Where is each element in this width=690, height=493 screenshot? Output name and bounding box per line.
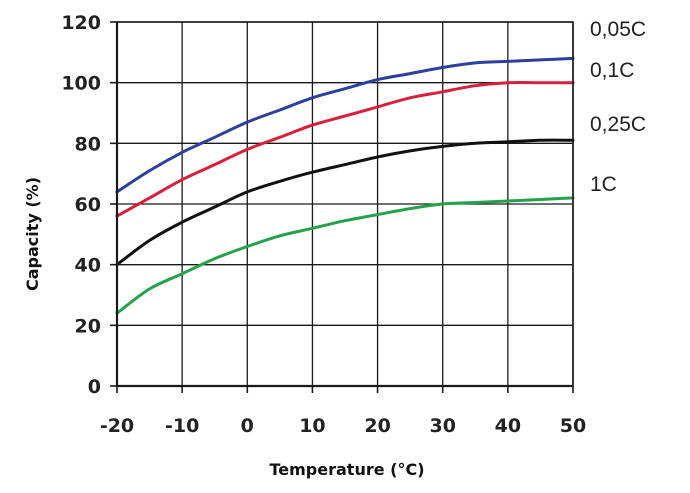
- x-tick-label-2: 0: [241, 415, 254, 437]
- y-tick-labels: 0 20 40 60 80 100 120: [61, 12, 117, 398]
- x-axis-label: Temperature (°C): [269, 460, 424, 479]
- y-tick-label-6: 120: [61, 12, 101, 34]
- x-tick-label-3: 10: [299, 415, 325, 437]
- series-line-0: [115, 56, 575, 194]
- x-tick-label-5: 30: [429, 415, 455, 437]
- x-tick-label-6: 40: [495, 415, 521, 437]
- y-tick-label-1: 20: [75, 315, 101, 337]
- series-line-3: [115, 196, 575, 315]
- legend: 0,05C 0,1C 0,25C 1C: [590, 18, 646, 196]
- y-tick-label-0: 0: [88, 376, 101, 398]
- y-tick-label-2: 40: [75, 255, 101, 277]
- x-tick-label-0: -20: [100, 415, 134, 437]
- legend-label-1: 0,1C: [590, 59, 634, 82]
- legend-label-2: 0,25C: [590, 113, 646, 136]
- series-lines: [115, 56, 575, 315]
- x-tick-label-4: 20: [364, 415, 390, 437]
- x-tick-label-1: -10: [165, 415, 199, 437]
- x-tick-label-7: 50: [560, 415, 586, 437]
- legend-label-0: 0,05C: [590, 18, 646, 41]
- grid-lines: [116, 21, 574, 387]
- series-line-1: [115, 80, 575, 218]
- x-tick-labels: -20 -10 0 10 20 30 40 50: [100, 386, 586, 437]
- y-axis-label: Capacity (%): [23, 177, 42, 291]
- legend-label-3: 1C: [590, 173, 617, 196]
- y-tick-label-4: 80: [75, 133, 101, 155]
- series-line-2: [115, 138, 575, 267]
- y-tick-label-3: 60: [75, 194, 101, 216]
- y-tick-label-5: 100: [61, 73, 101, 95]
